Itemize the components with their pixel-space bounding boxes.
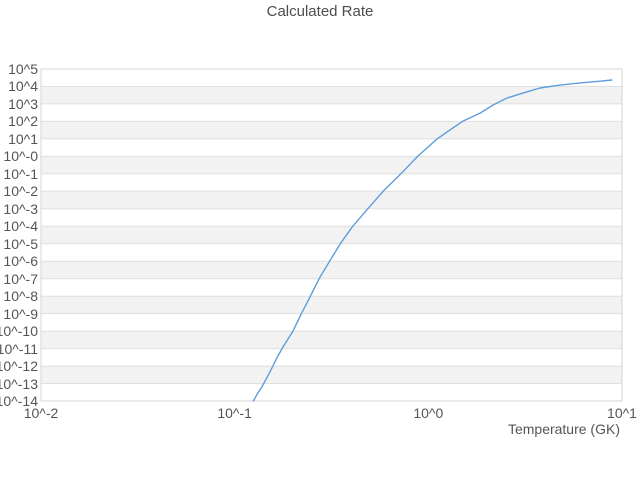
x-tick-label: 10^1 [607, 405, 637, 421]
decade-band [41, 121, 622, 139]
chart-title: Calculated Rate [266, 3, 374, 20]
y-tick-label: 10^5 [8, 61, 38, 77]
y-tick-label: 10^1 [8, 130, 38, 147]
y-tick-label: 10^-3 [3, 200, 38, 217]
y-tick-label: 10^-7 [3, 270, 38, 287]
y-tick-label: 10^-4 [3, 218, 38, 235]
decade-band [41, 313, 622, 332]
y-tick-label: 10^-11 [0, 340, 38, 357]
decade-band [41, 296, 622, 314]
decade-band [41, 173, 622, 192]
plot-border [40, 68, 623, 402]
decade-band [41, 103, 622, 122]
y-tick-label: 10^4 [8, 78, 38, 95]
y-tick-label: 10^-8 [3, 288, 38, 305]
y-tick-label: 10^-13 [0, 375, 38, 392]
decade-band [41, 278, 622, 297]
y-tick-label: 10^-9 [3, 305, 38, 322]
x-tick-label: 10^-1 [217, 405, 252, 421]
decade-band [41, 191, 622, 209]
y-tick-label: 10^-10 [0, 323, 38, 340]
decade-band [41, 156, 622, 174]
y-tick-label: 10^-12 [0, 358, 38, 375]
y-tick-label: 10^-5 [3, 235, 38, 252]
x-tick-label: 10^-2 [23, 405, 59, 421]
decade-band [41, 348, 622, 367]
rate-line [252, 79, 613, 402]
decade-band [41, 366, 622, 384]
y-tick-label: 10^-1 [3, 165, 38, 182]
y-tick-label: 10^-2 [3, 183, 38, 200]
decade-band [41, 86, 622, 104]
decade-band [41, 243, 622, 262]
decade-band [41, 208, 622, 227]
y-tick-label: 10^-14 [0, 393, 38, 409]
y-tick-label: 10^3 [8, 95, 38, 112]
y-tick-label: 10^2 [8, 113, 38, 130]
decade-band [41, 69, 622, 87]
x-axis-title: Temperature (GK) [507, 421, 620, 437]
x-tick-label: 10^0 [413, 405, 444, 421]
y-tick-label: 10^-6 [3, 253, 38, 270]
y-tick-label: 10^-0 [3, 148, 38, 165]
decade-band [41, 226, 622, 244]
decade-band [41, 138, 622, 157]
decade-band [41, 383, 622, 401]
decade-band [41, 261, 622, 279]
decade-band [41, 331, 622, 349]
